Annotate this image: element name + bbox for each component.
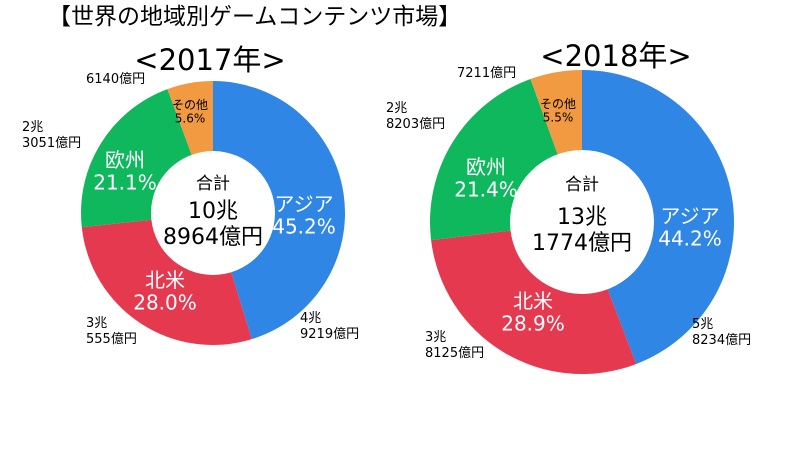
chart-title: <2017年> [134, 43, 285, 77]
center-label-line: 10兆 [188, 199, 238, 224]
slice-label-north_america: 北米 28.0% [133, 268, 197, 314]
slice-label-other: その他 5.5% [540, 97, 576, 124]
value-label-north_america: 3兆 555億円 [86, 316, 137, 347]
slice-label-north_america: 北米 28.9% [501, 289, 565, 335]
donut-hole [151, 151, 275, 275]
page-title: 【世界の地域別ゲームコンテンツ市場】 [48, 4, 462, 30]
center-label-line: 8964億円 [163, 225, 263, 250]
value-label-asia: 5兆 8234億円 [692, 317, 751, 348]
slice-label-asia: アジア 44.2% [658, 204, 722, 250]
slice-asia [582, 70, 735, 365]
slice-label-europe: 欧州 21.1% [93, 148, 157, 194]
value-label-europe: 2兆 3051億円 [22, 120, 81, 151]
center-label-line: 1774億円 [532, 231, 632, 256]
donut-hole [510, 150, 654, 294]
value-label-asia: 4兆 9219億円 [300, 311, 359, 342]
value-label-north_america: 3兆 8125億円 [425, 330, 484, 361]
center-label-line: 13兆 [557, 205, 607, 230]
slice-label-other: その他 5.6% [172, 98, 208, 125]
center-label-line: 合計 [565, 175, 599, 195]
slice-label-asia: アジア 45.2% [272, 192, 336, 238]
value-label-other: 6140億円 [86, 71, 145, 87]
slice-label-europe: 欧州 21.4% [454, 155, 518, 201]
value-label-europe: 2兆 8203億円 [386, 101, 445, 132]
center-label-line: 合計 [196, 174, 230, 194]
slice-asia [213, 81, 346, 340]
value-label-other: 7211億円 [457, 65, 516, 81]
chart-title: <2018年> [540, 39, 691, 73]
